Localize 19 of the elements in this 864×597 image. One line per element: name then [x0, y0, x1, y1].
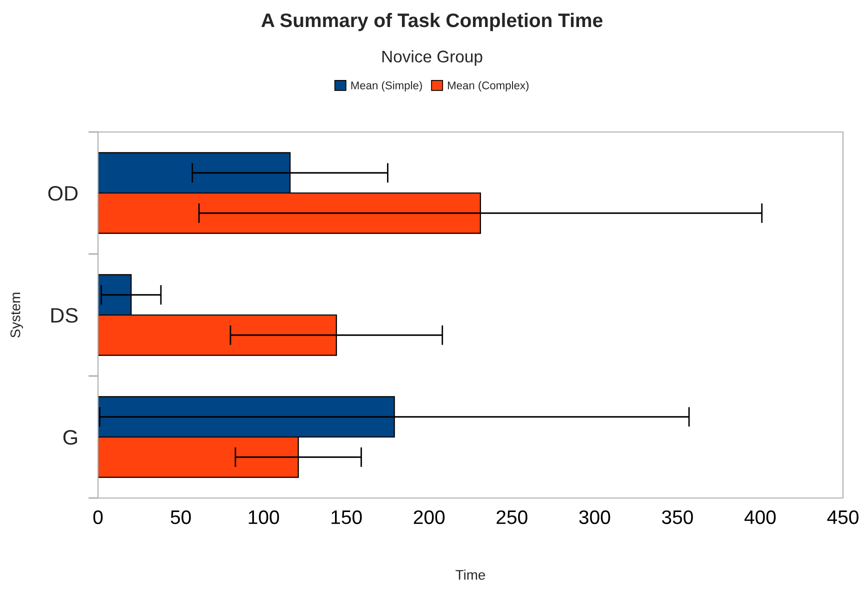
x-tick-label: 300 — [579, 510, 610, 524]
chart-subtitle: Novice Group — [382, 50, 482, 66]
x-tick-label: 250 — [496, 510, 528, 524]
legend-label: Mean (Simple) — [351, 81, 422, 92]
y-tick-label: OD — [48, 186, 78, 201]
x-tick-label: 100 — [248, 510, 280, 524]
x-tick-label: 350 — [662, 510, 693, 524]
x-axis-title: Time — [456, 570, 486, 580]
x-tick-label: 50 — [170, 510, 191, 524]
x-tick-label: 450 — [827, 510, 858, 524]
y-tick-label: G — [63, 430, 77, 445]
x-tick-label: 200 — [414, 510, 445, 524]
y-axis-title: System — [10, 292, 23, 338]
x-tick-label: 0 — [93, 510, 103, 524]
y-tick-label: DS — [51, 308, 78, 323]
x-tick-label: 400 — [744, 510, 776, 524]
legend-label: Mean (Complex) — [448, 81, 528, 92]
chart-title: A Summary of Task Completion Time — [261, 12, 602, 32]
x-tick-label: 150 — [332, 510, 362, 524]
